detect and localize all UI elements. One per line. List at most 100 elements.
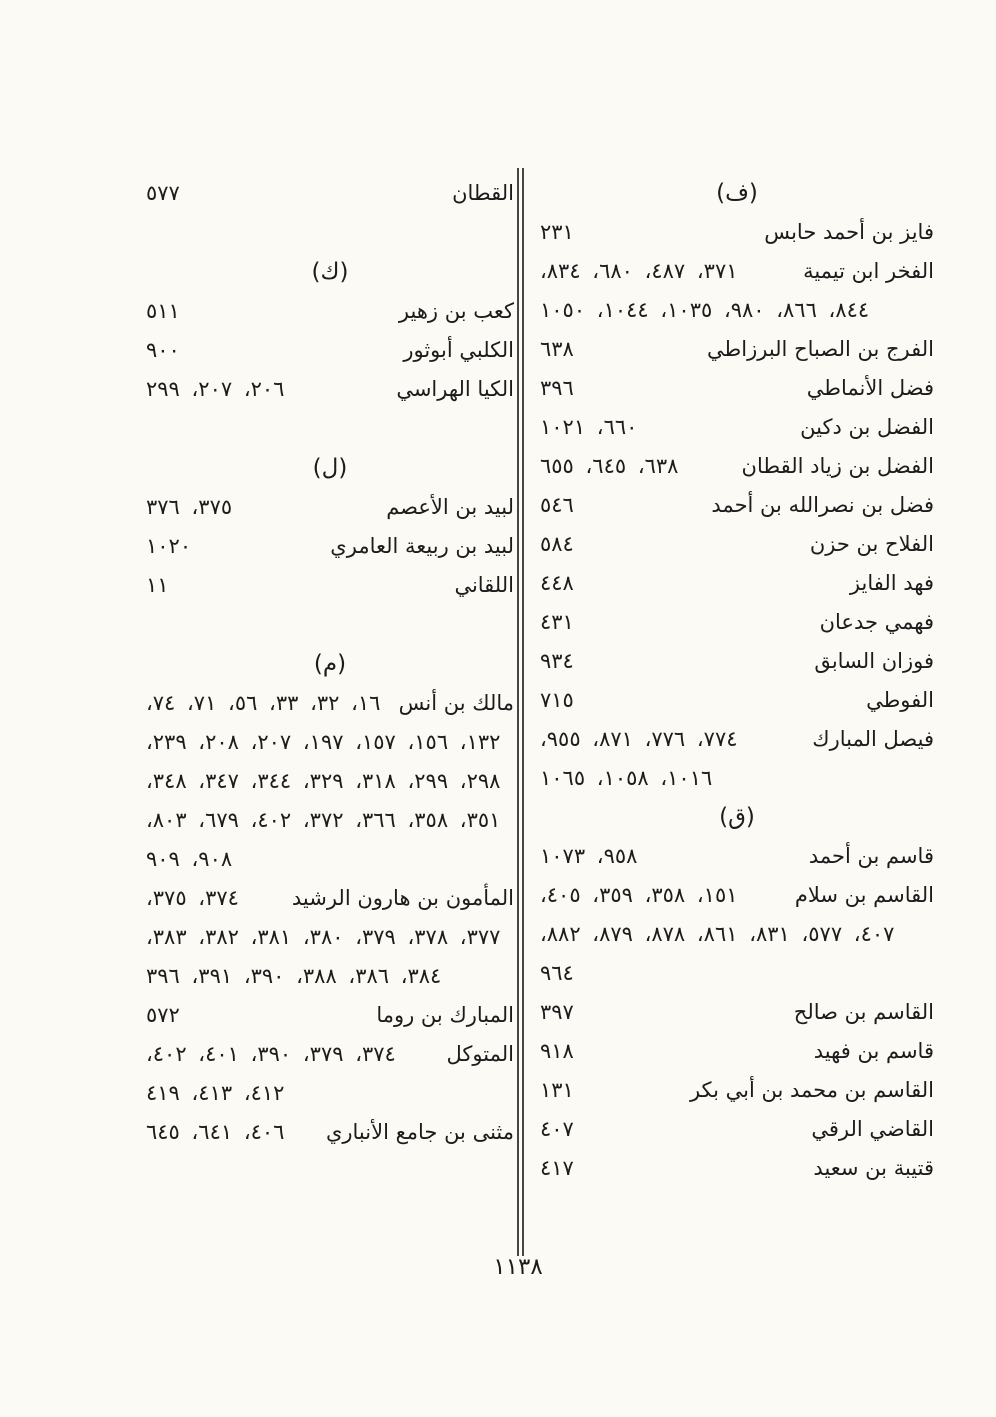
index-entry: كعب بن زهير ٥١١ bbox=[146, 292, 514, 331]
entry-pages: ١١ bbox=[146, 573, 169, 597]
entry-pages: ٦٣٨، ٦٤٥، ٦٥٥ bbox=[540, 454, 679, 478]
index-entry: فايز بن أحمد حابس ٢٣١ bbox=[540, 213, 934, 252]
entry-name: فضل الأنماطي bbox=[806, 376, 934, 400]
entry-name: المتوكل bbox=[446, 1042, 514, 1066]
index-entry: القاضي الرقي ٤٠٧ bbox=[540, 1110, 934, 1149]
index-entry: قاسم بن أحمد ٩٥٨، ١٠٧٣ bbox=[540, 837, 934, 876]
entry-name: الكيا الهراسي bbox=[396, 377, 514, 401]
entry-pages: ٩١٨ bbox=[540, 1039, 574, 1063]
entry-name: القاضي الرقي bbox=[811, 1117, 934, 1141]
entry-pages: ٣٧٥، ٣٧٦ bbox=[146, 495, 233, 519]
index-entry: القطان ٥٧٧ bbox=[146, 174, 514, 213]
index-entry: الفضل بن دكين ٦٦٠، ١٠٢١ bbox=[540, 408, 934, 447]
index-entry: القاسم بن صالح ٣٩٧ bbox=[540, 993, 934, 1032]
index-entry: الفرج بن الصباح البرزاطي ٦٣٨ bbox=[540, 330, 934, 369]
section-header: (ل) bbox=[312, 455, 348, 481]
index-section: (ق) قاسم بن أحمد ٩٥٨، ١٠٧٣ القاسم بن سلام ١٥… bbox=[540, 798, 934, 1188]
index-entry: المتوكل ٣٧٤، ٣٧٩، ٣٩٠، ٤٠١، ٤٠٢، ٤١٢، ٤١٣… bbox=[146, 1035, 514, 1113]
index-entry: المبارك بن روما ٥٧٢ bbox=[146, 996, 514, 1035]
page-number: ١١٣٨ bbox=[493, 1254, 543, 1280]
entry-pages: ١٣١ bbox=[540, 1078, 574, 1102]
entry-name: لبيد بن الأعصم bbox=[386, 495, 514, 519]
entry-name: فوزان السابق bbox=[814, 649, 934, 673]
entry-pages: ٢٣١ bbox=[540, 220, 574, 244]
index-section: (ك) كعب بن زهير ٥١١ الكلبي أبوثور ٩٠٠ الكيا ا… bbox=[146, 253, 514, 409]
index-entry: المأمون بن هارون الرشيد ٣٧٤، ٣٧٥، ٣٧٧، ٣٧… bbox=[146, 879, 514, 996]
entry-name: فضل بن نصرالله بن أحمد bbox=[711, 493, 934, 517]
entry-name: مالك بن أنس bbox=[398, 691, 514, 715]
index-entry: اللقاني ١١ bbox=[146, 566, 514, 605]
entry-pages: ٤٤٨ bbox=[540, 571, 574, 595]
section-header: (ك) bbox=[311, 259, 349, 285]
column-left: القطان ٥٧٧ (ك) كعب بن زهير ٥١١ الكلبي أبوثور ٩… bbox=[146, 174, 514, 1188]
entry-name: القطان bbox=[452, 181, 514, 205]
entry-name: القاسم بن محمد بن أبي بكر bbox=[689, 1078, 934, 1102]
index-entry: قتيبة بن سعيد ٤١٧ bbox=[540, 1149, 934, 1188]
index-section: (ل) لبيد بن الأعصم ٣٧٥، ٣٧٦ لبيد بن ربيعة ا… bbox=[146, 449, 514, 605]
entry-name: لبيد بن ربيعة العامري bbox=[330, 534, 514, 558]
entry-pages: ٥٧٢ bbox=[146, 1003, 180, 1027]
entry-name: القاسم بن صالح bbox=[793, 1000, 934, 1024]
entry-name: الفضل بن زياد القطان bbox=[741, 454, 934, 478]
entry-pages: ٥٧٧ bbox=[146, 181, 180, 205]
entry-pages: ٣٧٤، ٣٧٩، ٣٩٠، ٤٠١، ٤٠٢، ٤١٢، ٤١٣، ٤١٩ bbox=[146, 1042, 396, 1105]
entry-pages: ٩٣٤ bbox=[540, 649, 574, 673]
entry-pages: ٥١١ bbox=[146, 299, 180, 323]
index-entry: لبيد بن ربيعة العامري ١٠٢٠ bbox=[146, 527, 514, 566]
entry-pages: ٣٧٤، ٣٧٥، ٣٧٧، ٣٧٨، ٣٧٩، ٣٨٠، ٣٨١، ٣٨٢، … bbox=[146, 886, 501, 988]
entry-name: قتيبة بن سعيد bbox=[813, 1156, 934, 1180]
entry-pages: ٤٠٧ bbox=[540, 1117, 574, 1141]
index-entry: فهمي جدعان ٤٣١ bbox=[540, 603, 934, 642]
index-entry: الفضل بن زياد القطان ٦٣٨، ٦٤٥، ٦٥٥ bbox=[540, 447, 934, 486]
entry-pages: ٥٤٦ bbox=[540, 493, 574, 517]
entry-name: مثنى بن جامع الأنباري bbox=[325, 1120, 514, 1144]
entry-pages: ٣٩٧ bbox=[540, 1000, 574, 1024]
entry-name: الفخر ابن تيمية bbox=[803, 259, 934, 283]
entry-name: فايز بن أحمد حابس bbox=[764, 220, 934, 244]
entry-name: المبارك بن روما bbox=[376, 1003, 514, 1027]
index-entry: مالك بن أنس ١٦، ٣٢، ٣٣، ٥٦، ٧١، ٧٤، ١٣٢، … bbox=[146, 684, 514, 879]
entry-name: قاسم بن أحمد bbox=[808, 844, 934, 868]
entry-name: الفرج بن الصباح البرزاطي bbox=[707, 337, 934, 361]
entry-pages: ٦٦٠، ١٠٢١ bbox=[540, 415, 638, 439]
entry-pages: ٥٨٤ bbox=[540, 532, 574, 556]
index-section: القطان ٥٧٧ bbox=[146, 174, 514, 213]
index-section: (ف) فايز بن أحمد حابس ٢٣١ الفخر ابن تيمية ٣٧… bbox=[540, 174, 934, 798]
entry-pages: ٧٧٤، ٧٧٦، ٨٧١، ٩٥٥، ١٠١٦، ١٠٥٨، ١٠٦٥ bbox=[540, 727, 738, 790]
entry-name: الكلبي أبوثور bbox=[403, 338, 514, 362]
index-entry: لبيد بن الأعصم ٣٧٥، ٣٧٦ bbox=[146, 488, 514, 527]
entry-name: فيصل المبارك bbox=[812, 727, 934, 751]
entry-name: القاسم بن سلام bbox=[794, 883, 934, 907]
entry-pages: ٤١٧ bbox=[540, 1156, 574, 1180]
index-entry: القاسم بن سلام ١٥١، ٣٥٨، ٣٥٩، ٤٠٥، ٤٠٧، ٥… bbox=[540, 876, 934, 993]
index-entry: الفوطي ٧١٥ bbox=[540, 681, 934, 720]
entry-name: فهد الفايز bbox=[849, 571, 934, 595]
index-entry: قاسم بن فهيد ٩١٨ bbox=[540, 1032, 934, 1071]
entry-pages: ٩٠٠ bbox=[146, 338, 180, 362]
entry-pages: ٣٧١، ٤٨٧، ٦٨٠، ٨٣٤، ٨٤٤، ٨٦٦، ٩٨٠، ١٠٣٥،… bbox=[540, 259, 870, 322]
entry-pages: ٦٣٨ bbox=[540, 337, 574, 361]
index-entry: الكيا الهراسي ٢٠٦، ٢٠٧، ٢٩٩ bbox=[146, 370, 514, 409]
entry-pages: ١٦، ٣٢، ٣٣، ٥٦، ٧١، ٧٤، ١٣٢، ١٥٦، ١٥٧، ١… bbox=[146, 691, 501, 871]
index-entry: فضل الأنماطي ٣٩٦ bbox=[540, 369, 934, 408]
entry-name: الفضل بن دكين bbox=[800, 415, 934, 439]
index-section: (م) مالك بن أنس ١٦، ٣٢، ٣٣، ٥٦، ٧١، ٧٤، ١٣… bbox=[146, 645, 514, 1152]
entry-name: كعب بن زهير bbox=[398, 299, 514, 323]
index-entry: فهد الفايز ٤٤٨ bbox=[540, 564, 934, 603]
entry-pages: ٣٩٦ bbox=[540, 376, 574, 400]
entry-pages: ٢٠٦، ٢٠٧، ٢٩٩ bbox=[146, 377, 285, 401]
entry-pages: ٧١٥ bbox=[540, 688, 574, 712]
index-entry: الفخر ابن تيمية ٣٧١، ٤٨٧، ٦٨٠، ٨٣٤، ٨٤٤، … bbox=[540, 252, 934, 330]
entry-pages: ١٥١، ٣٥٨، ٣٥٩، ٤٠٥، ٤٠٧، ٥٧٧، ٨٣١، ٨٦١، … bbox=[540, 883, 895, 985]
index-entry: فيصل المبارك ٧٧٤، ٧٧٦، ٨٧١، ٩٥٥، ١٠١٦، ١٠… bbox=[540, 720, 934, 798]
entry-name: المأمون بن هارون الرشيد bbox=[291, 886, 514, 910]
section-header: (ف) bbox=[716, 180, 758, 206]
index-entry: فوزان السابق ٩٣٤ bbox=[540, 642, 934, 681]
section-header: (م) bbox=[313, 651, 347, 677]
section-header: (ق) bbox=[719, 804, 755, 830]
entry-name: اللقاني bbox=[454, 573, 514, 597]
index-entry: الكلبي أبوثور ٩٠٠ bbox=[146, 331, 514, 370]
entry-name: الفلاح بن حزن bbox=[809, 532, 934, 556]
entry-pages: ٤٠٦، ٦٤١، ٦٤٥ bbox=[146, 1120, 285, 1144]
